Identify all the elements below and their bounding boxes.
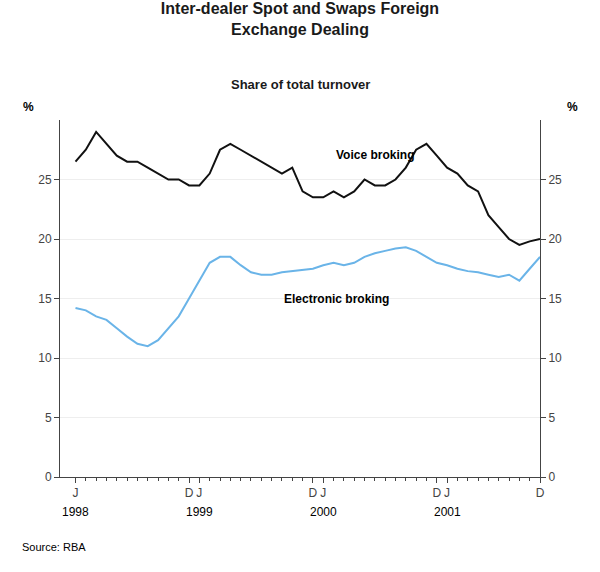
svg-text:Voice broking: Voice broking xyxy=(336,148,414,162)
svg-text:25: 25 xyxy=(548,173,562,187)
svg-text:20: 20 xyxy=(38,232,52,246)
svg-text:%: % xyxy=(23,100,34,114)
svg-text:2001: 2001 xyxy=(434,505,461,519)
svg-text:1998: 1998 xyxy=(62,505,89,519)
svg-text:J: J xyxy=(444,486,450,500)
svg-text:10: 10 xyxy=(38,351,52,365)
svg-text:D: D xyxy=(185,486,194,500)
svg-text:10: 10 xyxy=(548,351,562,365)
svg-text:5: 5 xyxy=(45,411,52,425)
svg-text:15: 15 xyxy=(38,292,52,306)
svg-text:J: J xyxy=(320,486,326,500)
svg-text:%: % xyxy=(567,100,578,114)
svg-text:0: 0 xyxy=(45,470,52,484)
svg-text:15: 15 xyxy=(548,292,562,306)
svg-text:J: J xyxy=(196,486,202,500)
svg-text:Share of total turnover: Share of total turnover xyxy=(231,77,370,92)
svg-text:D: D xyxy=(432,486,441,500)
svg-text:Source: RBA: Source: RBA xyxy=(22,541,86,553)
svg-text:D: D xyxy=(309,486,318,500)
svg-text:20: 20 xyxy=(548,232,562,246)
svg-text:1999: 1999 xyxy=(186,505,213,519)
svg-text:Inter-dealer Spot and Swaps Fo: Inter-dealer Spot and Swaps ForeignExcha… xyxy=(161,0,439,38)
svg-text:Electronic broking: Electronic broking xyxy=(284,292,389,306)
svg-text:J: J xyxy=(73,486,79,500)
svg-text:5: 5 xyxy=(548,411,555,425)
svg-text:25: 25 xyxy=(38,173,52,187)
svg-text:D: D xyxy=(536,486,545,500)
svg-text:0: 0 xyxy=(548,470,555,484)
svg-text:2000: 2000 xyxy=(310,505,337,519)
